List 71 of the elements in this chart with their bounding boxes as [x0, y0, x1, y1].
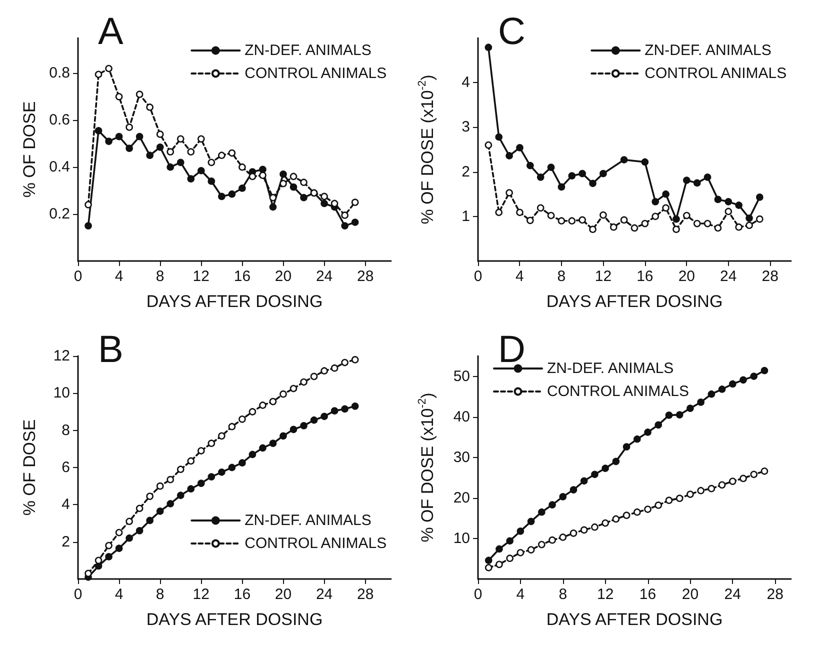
- legend-label: ZN-DEF. ANIMALS: [244, 42, 372, 59]
- x-tick-label: 24: [316, 586, 333, 603]
- x-tick-label: 20: [274, 586, 292, 603]
- x-tick-label: 12: [192, 586, 210, 603]
- x-tick-label: 28: [766, 586, 784, 603]
- chart-title: A: [98, 11, 124, 53]
- y-tick-label: 0.4: [49, 158, 70, 176]
- y-tick-label: 40: [453, 408, 470, 426]
- legend-label: ZN-DEF. ANIMALS: [244, 512, 372, 529]
- x-tick-label: 8: [156, 586, 164, 603]
- y-tick-label: 8: [62, 422, 70, 439]
- x-tick-label: 12: [192, 268, 210, 285]
- x-tick-label: 8: [558, 586, 568, 603]
- x-axis-title: DAYS AFTER DOSING: [546, 292, 723, 311]
- x-axis-title: DAYS AFTER DOSING: [546, 610, 723, 629]
- x-tick-label: 24: [316, 268, 333, 285]
- y-tick-label: 10: [453, 530, 470, 547]
- legend-label: CONTROL ANIMALS: [244, 535, 387, 552]
- y-tick-label: 4: [462, 74, 470, 92]
- y-tick-label: 0.6: [49, 112, 70, 129]
- chart-title: B: [98, 329, 124, 371]
- x-axis-title: DAYS AFTER DOSING: [146, 610, 323, 629]
- x-tick-label: 8: [156, 268, 164, 285]
- y-tick-label: 6: [62, 459, 70, 476]
- y-tick-label: 4: [62, 496, 70, 514]
- x-tick-label: 4: [516, 268, 524, 285]
- legend-label: CONTROL ANIMALS: [644, 65, 787, 82]
- x-tick-label: 20: [678, 268, 696, 285]
- y-axis-title: % OF DOSE (x10-2): [416, 392, 437, 542]
- x-tick-label: 8: [557, 268, 566, 285]
- y-tick-label: 1: [462, 208, 470, 225]
- x-tick-label: 12: [596, 586, 614, 603]
- x-tick-label: 16: [639, 586, 656, 603]
- y-tick-label: 0.8: [49, 64, 70, 82]
- x-tick-label: 20: [682, 586, 699, 603]
- y-tick-label: 0.2: [49, 206, 70, 223]
- x-tick-label: 0: [74, 268, 82, 285]
- y-axis-title: % OF DOSE: [20, 419, 39, 516]
- x-tick-label: 4: [516, 586, 525, 603]
- x-tick-label: 24: [724, 586, 741, 603]
- x-tick-label: 16: [234, 586, 251, 603]
- x-tick-label: 28: [357, 268, 374, 285]
- legend-label: ZN-DEF. ANIMALS: [547, 360, 674, 377]
- y-tick-label: 20: [453, 489, 470, 506]
- y-axis-title: % OF DOSE: [20, 101, 39, 198]
- x-tick-label: 0: [474, 268, 482, 285]
- y-tick-label: 30: [453, 448, 470, 466]
- x-tick-label: 0: [74, 586, 82, 603]
- legend-label: CONTROL ANIMALS: [244, 65, 387, 82]
- x-axis-title: DAYS AFTER DOSING: [146, 292, 323, 311]
- y-tick-label: 10: [53, 384, 70, 402]
- x-tick-label: 20: [274, 268, 292, 285]
- y-tick-label: 12: [53, 348, 70, 364]
- x-tick-label: 4: [114, 586, 124, 603]
- x-tick-label: 0: [474, 586, 482, 603]
- x-tick-label: 16: [234, 268, 251, 285]
- x-tick-label: 12: [594, 268, 612, 285]
- chart-title: D: [498, 329, 526, 371]
- x-tick-label: 16: [636, 268, 654, 285]
- x-tick-label: 24: [720, 268, 737, 285]
- legend-label: ZN-DEF. ANIMALS: [644, 42, 772, 59]
- legend-label: CONTROL ANIMALS: [547, 383, 689, 400]
- y-tick-label: 2: [462, 163, 470, 180]
- y-tick-label: 3: [462, 118, 470, 136]
- y-axis-title: % OF DOSE (x10-2): [416, 74, 437, 224]
- x-tick-label: 28: [762, 268, 778, 285]
- x-tick-label: 28: [357, 586, 374, 603]
- chart-title: C: [498, 11, 526, 53]
- y-tick-label: 50: [453, 368, 470, 385]
- y-tick-label: 2: [62, 533, 70, 550]
- x-tick-label: 4: [114, 268, 124, 285]
